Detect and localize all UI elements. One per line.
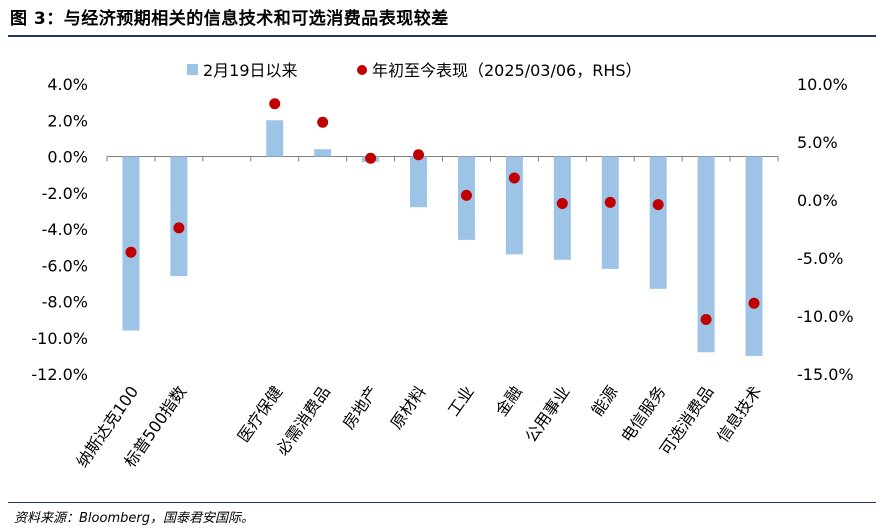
category-label: 电信服务 [617,382,669,445]
left-axis-ticks: 4.0% 2.0% 0.0% -2.0% -4.0% -6.0% -8.0% -10.0% -1… [31,75,88,384]
bar-series [122,120,763,356]
left-tick-label: -6.0% [42,256,88,275]
title-divider [8,35,876,37]
left-tick-label: -4.0% [42,220,88,239]
category-label: 能源 [588,382,622,419]
dot-信息技术 [748,297,760,309]
category-label: 医疗保健 [234,382,286,445]
left-tick-label: -2.0% [42,184,88,203]
dot-能源 [604,196,616,208]
dot-series [125,98,760,325]
category-label: 信息技术 [713,382,765,445]
bar-医疗保健 [266,120,284,157]
category-label: 公用事业 [521,382,573,445]
right-tick-label: 0.0% [797,191,838,210]
left-tick-label: -10.0% [31,329,88,348]
bar-信息技术 [745,156,763,356]
category-label: 原材料 [387,382,430,432]
dot-必需消费品 [317,116,329,128]
dot-可选消费品 [700,313,712,325]
right-tick-label: -10.0% [797,307,854,326]
dot-纳斯达克100 [125,246,137,258]
legend: 2月19日以来 年初至今表现（2025/03/06，RHS） [187,61,642,80]
category-label: 房地产 [339,382,382,432]
bar-能源 [601,156,619,269]
dot-金融 [508,172,520,184]
category-label: 金融 [492,382,526,419]
left-tick-label: 4.0% [47,75,88,94]
source-note: 资料来源：Bloomberg，国泰君安国际。 [14,511,254,526]
right-tick-label: 5.0% [797,133,838,152]
dot-原材料 [413,149,425,161]
left-tick-label: 0.0% [47,148,88,167]
right-tick-label: -15.0% [797,365,854,384]
legend-bar-label: 2月19日以来 [203,61,298,80]
axis-layer [106,156,779,162]
dot-工业 [460,189,472,201]
left-tick-label: -8.0% [42,293,88,312]
dot-医疗保健 [269,98,281,110]
legend-dot-swatch [357,65,367,75]
bar-可选消费品 [697,156,715,353]
category-label: 工业 [444,382,478,419]
dot-电信服务 [652,199,664,211]
bar-原材料 [410,156,428,208]
left-tick-label: 2.0% [47,111,88,130]
chart-svg: 4.0% 2.0% 0.0% -2.0% -4.0% -6.0% -8.0% -10.0% -1… [31,61,854,471]
bar-标普500指数 [170,156,188,277]
bar-金融 [505,156,523,255]
legend-dot-label: 年初至今表现（2025/03/06，RHS） [372,61,642,80]
bar-纳斯达克100 [122,156,140,331]
page-title: 图 3：与经济预期相关的信息技术和可选消费品表现较差 [10,9,449,29]
bar-必需消费品 [314,149,332,157]
dot-标普500指数 [173,222,185,234]
source-divider [8,502,876,503]
dot-房地产 [365,152,377,164]
right-tick-label: 10.0% [797,75,848,94]
right-axis-ticks: 10.0% 5.0% 0.0% -5.0% -10.0% -15.0% [797,75,854,384]
right-tick-label: -5.0% [797,249,843,268]
dot-公用事业 [556,197,568,209]
bar-电信服务 [649,156,667,289]
legend-bar-swatch [187,64,198,75]
left-tick-label: -12.0% [31,365,88,384]
